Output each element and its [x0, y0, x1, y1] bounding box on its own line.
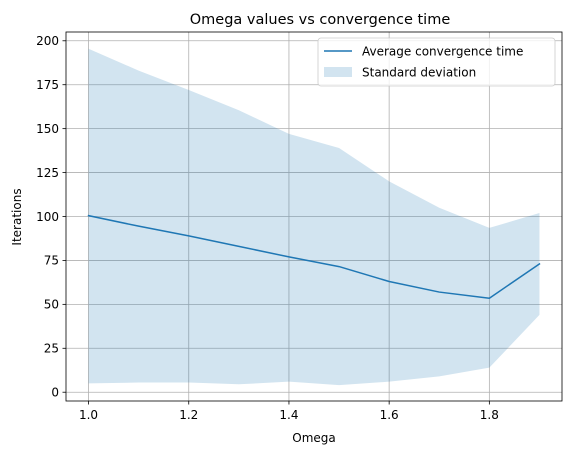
x-tick-label: 1.0: [79, 408, 98, 422]
legend: Average convergence time Standard deviat…: [317, 37, 556, 87]
y-tick-label: 200: [36, 34, 59, 48]
chart-title: Omega values vs convergence time: [190, 12, 451, 28]
y-axis-ticks: 0 25 50 75 100 125 150 175 200: [36, 34, 66, 400]
y-tick-label: 150: [36, 122, 59, 136]
legend-label-std: Standard deviation: [362, 66, 476, 80]
y-tick-label: 25: [44, 342, 59, 356]
x-tick-label: 1.2: [179, 408, 198, 422]
legend-band-swatch: [324, 67, 352, 77]
legend-box: [317, 37, 556, 87]
y-tick-label: 100: [36, 210, 59, 224]
x-axis-label: Omega: [292, 431, 336, 445]
legend-label-average: Average convergence time: [362, 45, 523, 59]
x-tick-label: 1.6: [380, 408, 399, 422]
std-band-layer: [88, 48, 540, 386]
x-tick-label: 1.8: [480, 408, 499, 422]
x-tick-label: 1.4: [279, 408, 298, 422]
y-tick-label: 75: [44, 254, 59, 268]
x-axis-ticks: 1.0 1.2 1.4 1.6 1.8: [79, 401, 499, 422]
series-line-layer: [87, 214, 541, 299]
y-tick-label: 0: [51, 386, 59, 400]
average-convergence-line: [87, 214, 541, 299]
y-axis-label: Iterations: [10, 188, 24, 245]
std-deviation-band: [88, 48, 540, 386]
y-tick-label: 175: [36, 78, 59, 92]
y-tick-label: 50: [44, 298, 59, 312]
y-tick-label: 125: [36, 166, 59, 180]
